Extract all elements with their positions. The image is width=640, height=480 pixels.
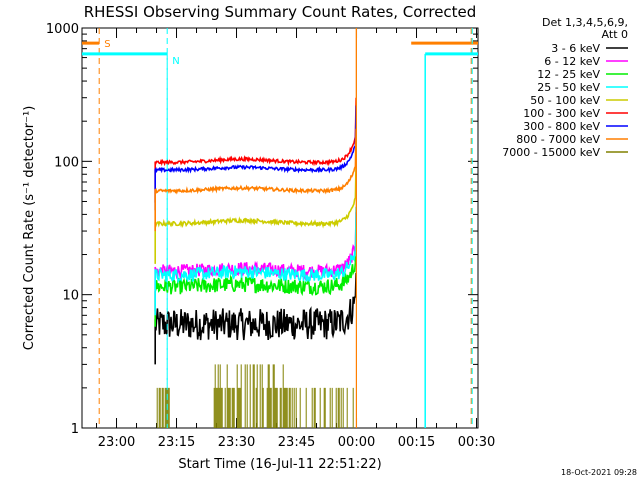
legend-entry-800-7000-kev: 800 - 7000 keV [516,133,628,146]
legend-label: 7000 - 15000 keV [502,146,600,159]
legend-label: 3 - 6 keV [551,42,600,55]
x-tick-label: 00:30 [458,435,495,450]
legend-entry-100-300-kev: 100 - 300 keV [523,107,628,120]
y-tick-label: 1000 [46,22,79,37]
flag-n-label: N [172,56,179,67]
legend-label: 100 - 300 keV [523,107,600,120]
chart-title: RHESSI Observing Summary Count Rates, Co… [84,3,477,21]
legend-label: 6 - 12 keV [544,55,600,68]
legend-entry-25-50-kev: 25 - 50 keV [537,81,628,94]
y-tick-label: 10 [62,289,79,304]
legend-entry-3-6-kev: 3 - 6 keV [551,42,628,55]
legend-label: 300 - 800 keV [523,120,600,133]
series-12-25-kev [154,226,357,327]
plot-frame [81,27,479,429]
plot-area: 1 10 100 1000 23:00 23:15 23:30 23:45 00:00 00:15… [46,22,495,450]
series-7000-15000-kev [156,364,354,428]
series-100-300-kev [154,97,357,203]
footer-timestamp: 18-Oct-2021 09:28 [561,468,637,477]
legend-entry-300-800-kev: 300 - 800 keV [523,120,628,133]
legend-entry-50-100-kev: 50 - 100 keV [530,94,628,107]
y-tick-label: 100 [54,155,79,170]
series-25-50-kev [154,206,357,316]
legend-entry-6-12-kev: 6 - 12 keV [544,55,628,68]
legend-label: 50 - 100 keV [530,94,600,107]
legend-label: 25 - 50 keV [537,81,600,94]
y-axis-label: Corrected Count Rate (s⁻¹ detector⁻¹) [22,106,37,351]
x-tick-label: 23:15 [158,435,195,450]
legend-header-line2: Att 0 [602,28,628,41]
x-tick-label: 00:00 [338,435,375,450]
series-800-7000-kev [154,128,357,232]
flag-s-label: S [104,39,110,50]
legend-entry-12-25-kev: 12 - 25 keV [537,68,628,81]
x-tick-label: 23:00 [98,435,135,450]
x-axis-label: Start Time (16-Jul-11 22:51:22) [178,457,381,472]
series-50-100-kev [154,159,357,264]
x-tick-label: 00:15 [398,435,435,450]
series-6-12-kev [154,212,357,312]
legend-label: 12 - 25 keV [537,68,600,81]
legend-entry-7000-15000-kev: 7000 - 15000 keV [502,146,628,159]
x-tick-label: 23:30 [218,435,255,450]
legend-label: 800 - 7000 keV [516,133,600,146]
series-3-6-kev [154,272,357,365]
y-tick-label: 1 [71,422,79,437]
series-300-800-kev [154,105,357,211]
legend-header-line1: Det 1,3,4,5,6,9, [542,16,628,29]
x-tick-label: 23:45 [278,435,315,450]
